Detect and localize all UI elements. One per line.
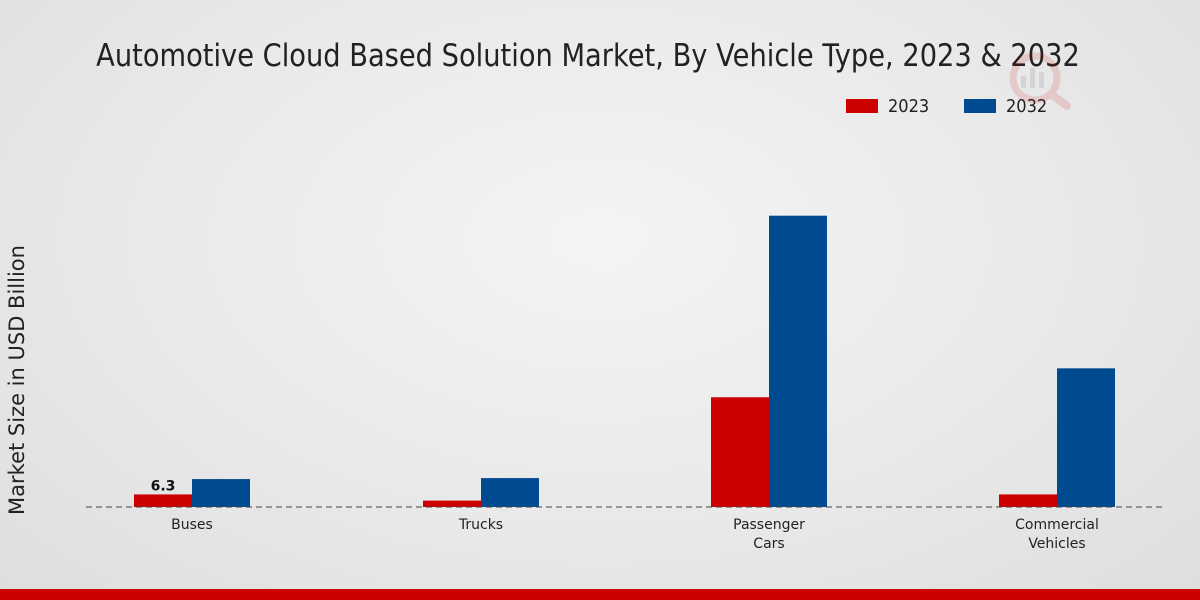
legend-swatch-2023 [846,99,878,113]
x-tick-label-trucks: Trucks [458,517,503,533]
bar-2023-trucks [423,500,481,507]
x-tick-label-buses: Buses [171,517,213,533]
bar-2023-passenger-cars [711,397,769,507]
legend-item-2032: 2032 [964,95,1052,117]
bar-2023-commercial-vehicles [999,494,1057,507]
x-tick-label-line: Vehicles [1028,536,1085,552]
legend-label-2023: 2023 [888,95,930,117]
x-tick-label-line: Commercial [1015,517,1099,533]
x-tick-label-commercial-vehicles: Commercial Vehicles [1015,517,1099,552]
x-tick-label-line: Buses [171,517,213,533]
legend-label-2032: 2032 [1006,95,1048,117]
chart-title: Automotive Cloud Based Solution Market, … [96,38,1080,74]
bar-2032-passenger-cars [769,215,827,507]
legend-item-2023: 2023 [846,95,934,117]
bar-2032-commercial-vehicles [1057,368,1115,507]
bar-2032-trucks [481,478,539,507]
legend-swatch-2032 [964,99,996,113]
x-tick-label-passenger-cars: Passenger Cars [733,517,805,552]
bar-2023-buses [134,494,192,507]
data-label-2023-buses: 6.3 [151,478,176,494]
bar-2032-buses [192,479,250,507]
watermark-logo-icon [1009,52,1071,110]
x-tick-label-line: Cars [753,536,784,552]
bottom-accent-bar [0,589,1200,600]
x-tick-label-line: Trucks [458,517,503,533]
x-tick-label-line: Passenger [733,517,805,533]
